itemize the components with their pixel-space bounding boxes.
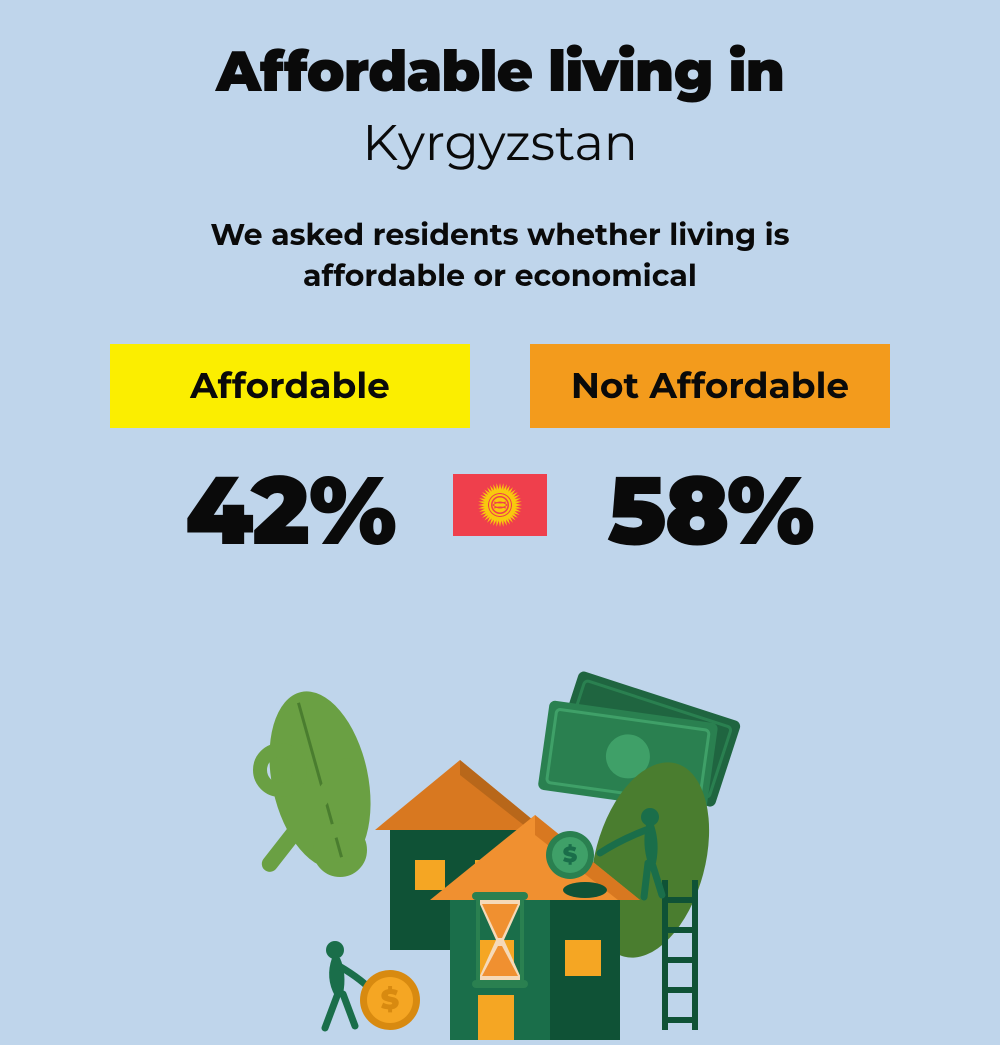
svg-text:$: $ <box>563 841 578 868</box>
page-subtitle: Kyrgyzstan <box>362 112 637 173</box>
option-not-affordable: Not Affordable 58% <box>530 344 890 569</box>
survey-question: We asked residents whether living is aff… <box>130 215 870 296</box>
option-affordable: Affordable 42% <box>110 344 470 569</box>
kyrgyzstan-flag-icon <box>453 474 547 536</box>
option-affordable-value: 42% <box>185 452 395 569</box>
svg-text:$: $ <box>381 983 400 1017</box>
options-row: Affordable 42% Not Affordable 58% <box>0 344 1000 569</box>
page-title: Affordable living in <box>216 38 784 106</box>
option-affordable-label: Affordable <box>110 344 470 428</box>
housing-illustration-icon: $ <box>220 660 780 1040</box>
option-not-affordable-label: Not Affordable <box>530 344 890 428</box>
option-not-affordable-value: 58% <box>607 452 813 569</box>
